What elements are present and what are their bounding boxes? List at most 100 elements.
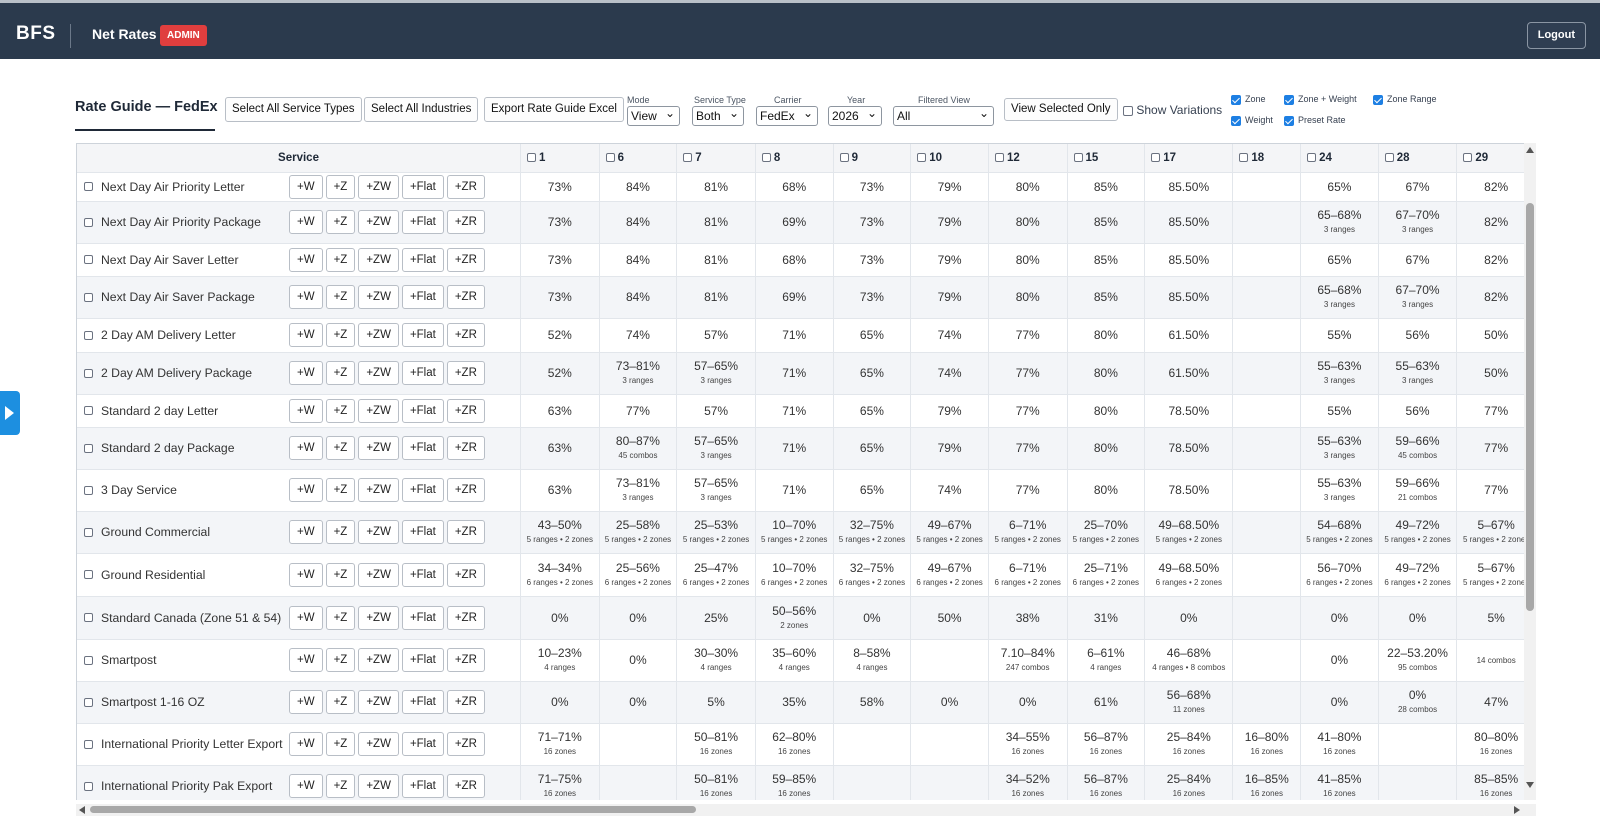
rate-cell[interactable]: 79% [910, 172, 989, 202]
add-zone-weight-button[interactable]: +ZW [358, 436, 399, 460]
add-flat-button[interactable]: +Flat [401, 361, 444, 385]
add-zone-button[interactable]: +Z [325, 478, 356, 502]
add-zone-button[interactable]: +Z [325, 605, 356, 630]
rate-cell[interactable]: 85.50% [1144, 172, 1234, 202]
rate-cell[interactable]: 80% [988, 243, 1068, 277]
rate-cell[interactable]: 65% [833, 427, 912, 470]
rate-cell[interactable] [1232, 352, 1302, 395]
rate-cell[interactable]: 71% [755, 318, 834, 353]
rate-cell[interactable]: 65–68% 3 ranges [1300, 201, 1379, 244]
rate-cell[interactable]: 80% [1067, 394, 1146, 428]
rate-cell[interactable]: 80% [1067, 352, 1146, 395]
rate-cell[interactable] [1232, 596, 1302, 640]
mode-select[interactable]: View [627, 104, 680, 126]
rate-cell[interactable]: 68% [755, 172, 834, 202]
add-zone-range-button[interactable]: +ZR [446, 174, 485, 199]
add-flat-button[interactable]: +Flat [401, 174, 444, 199]
rate-cell[interactable] [1232, 553, 1302, 597]
rate-cell[interactable]: 58% [833, 681, 912, 724]
scroll-right-icon[interactable] [1514, 806, 1520, 814]
rate-cell[interactable] [833, 765, 912, 800]
add-zone-weight-button[interactable]: +ZW [358, 562, 399, 587]
add-weight-button[interactable]: +W [289, 247, 323, 272]
column-checkbox[interactable] [605, 153, 615, 163]
add-zone-weight-button[interactable]: +ZW [358, 285, 399, 309]
add-zone-weight-button[interactable]: +ZW [358, 174, 399, 199]
add-zone-weight-button[interactable]: +ZW [358, 690, 399, 714]
rate-cell[interactable]: 22–53.20% 95 combos [1378, 639, 1458, 682]
rate-cell[interactable]: 25–56% 6 ranges • 2 zones [599, 553, 678, 597]
horizontal-scroll-thumb[interactable] [90, 806, 696, 813]
add-zone-button[interactable]: +Z [325, 361, 356, 385]
rate-cell[interactable]: 73% [833, 172, 912, 202]
add-zone-button[interactable]: +Z [325, 732, 356, 756]
add-zone-button[interactable]: +Z [325, 774, 356, 798]
rate-cell[interactable]: 25–47% 6 ranges • 2 zones [676, 553, 756, 597]
rate-cell[interactable]: 84% [599, 201, 678, 244]
rate-cell[interactable]: 77% [988, 394, 1068, 428]
filter-zone[interactable]: Zone [1231, 94, 1266, 105]
filter-preset-rate[interactable]: Preset Rate [1284, 115, 1346, 126]
checkbox-checked-icon[interactable] [1231, 115, 1241, 126]
add-weight-button[interactable]: +W [289, 605, 323, 630]
rate-cell[interactable]: 56% [1378, 394, 1458, 428]
add-zone-button[interactable]: +Z [325, 285, 356, 309]
filter-zone-range[interactable]: Zone Range [1373, 94, 1437, 105]
add-weight-button[interactable]: +W [289, 436, 323, 460]
add-zone-weight-button[interactable]: +ZW [358, 732, 399, 756]
rate-cell[interactable] [1232, 201, 1302, 244]
rate-cell[interactable]: 69% [755, 201, 834, 244]
rate-cell[interactable]: 85% [1067, 172, 1146, 202]
rate-cell[interactable]: 59–66% 45 combos [1378, 427, 1458, 470]
row-checkbox[interactable] [84, 217, 93, 227]
rate-cell[interactable]: 73% [520, 276, 600, 319]
scroll-left-icon[interactable] [79, 806, 85, 814]
rate-cell[interactable]: 80% [988, 201, 1068, 244]
rate-cell[interactable]: 71% [755, 352, 834, 395]
rate-cell[interactable]: 65% [833, 469, 912, 512]
zone-column-header[interactable]: 12 [988, 144, 1068, 173]
rate-cell[interactable]: 71% [755, 394, 834, 428]
zone-column-header[interactable]: 7 [676, 144, 756, 173]
rate-cell[interactable]: 43–50% 5 ranges • 2 zones [520, 511, 600, 554]
select-all-service-types-button[interactable]: Select All Service Types [225, 97, 362, 122]
rate-cell[interactable] [1232, 276, 1302, 319]
rate-cell[interactable]: 77% [599, 394, 678, 428]
zone-column-header[interactable]: 28 [1378, 144, 1458, 173]
rate-cell[interactable]: 0% [1300, 681, 1379, 724]
rate-cell[interactable]: 5% [676, 681, 756, 724]
rate-cell[interactable]: 52% [520, 318, 600, 353]
rate-cell[interactable]: 55–63% 3 ranges [1300, 469, 1379, 512]
row-checkbox[interactable] [84, 613, 93, 622]
add-zone-range-button[interactable]: +ZR [446, 247, 485, 272]
show-variations-checkbox[interactable] [1123, 105, 1133, 116]
rate-cell[interactable]: 8–58% 4 ranges [833, 639, 912, 682]
add-zone-weight-button[interactable]: +ZW [358, 398, 399, 423]
add-weight-button[interactable]: +W [289, 174, 323, 199]
rate-cell[interactable] [1232, 427, 1302, 470]
rate-cell[interactable]: 63% [520, 394, 600, 428]
column-checkbox[interactable] [761, 153, 771, 163]
rate-cell[interactable]: 35% [755, 681, 834, 724]
rate-cell[interactable]: 55% [1300, 394, 1379, 428]
service-type-select[interactable]: Both [692, 104, 744, 126]
add-zone-button[interactable]: +Z [325, 690, 356, 714]
sidebar-toggle-icon[interactable] [0, 391, 20, 435]
vertical-scrollbar[interactable] [1524, 143, 1536, 800]
rate-cell[interactable]: 81% [676, 243, 756, 277]
rate-cell[interactable]: 82% [1456, 276, 1536, 319]
rate-cell[interactable] [1378, 723, 1458, 766]
brand-logo[interactable]: BFS [16, 23, 56, 44]
add-zone-weight-button[interactable]: +ZW [358, 323, 399, 347]
rate-cell[interactable]: 38% [988, 596, 1068, 640]
rate-cell[interactable]: 85.50% [1144, 276, 1234, 319]
rate-cell[interactable]: 7.10–84% 247 combos [988, 639, 1068, 682]
rate-cell[interactable]: 5–67% 5 ranges • 2 zones [1456, 553, 1536, 597]
rate-cell[interactable]: 85% [1067, 243, 1146, 277]
rate-cell[interactable]: 80% [988, 276, 1068, 319]
rate-cell[interactable] [910, 723, 989, 766]
rate-cell[interactable]: 57% [676, 394, 756, 428]
select-all-industries-button[interactable]: Select All Industries [364, 97, 479, 122]
column-checkbox[interactable] [683, 153, 693, 163]
add-zone-weight-button[interactable]: +ZW [358, 774, 399, 798]
